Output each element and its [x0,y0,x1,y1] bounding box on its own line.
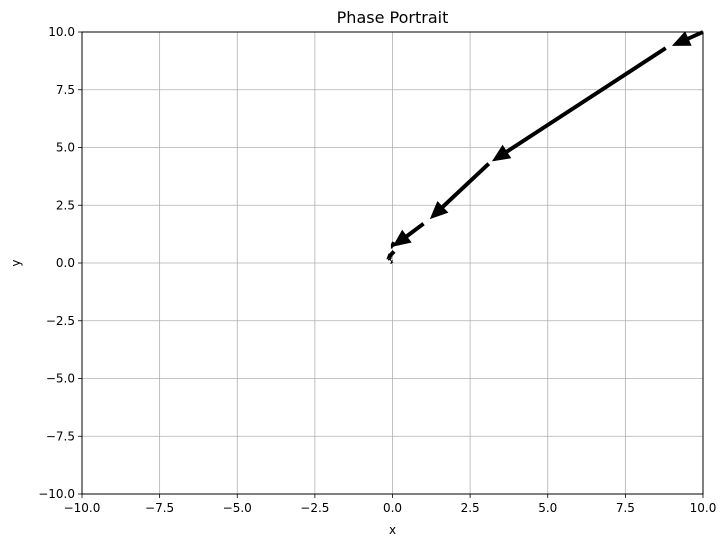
x-tick-label: −2.5 [300,501,329,515]
quiver-arrow [491,46,667,162]
arrows [386,30,704,265]
quiver-arrow [387,257,392,262]
x-tick-label: 0.0 [383,501,402,515]
y-axis-label: y [9,259,23,266]
x-tick-label: 10.0 [690,501,717,515]
y-tick-label: −5.0 [46,372,75,386]
quiver-arrow [386,250,396,260]
quiver-arrow [390,241,396,250]
quiver-arrow [671,30,704,46]
ticks: −10.0 −7.5 −5.0 −2.5 0.0 2.5 5.0 7.5 10.0 −10.0 −7… [38,25,716,515]
x-tick-label: −10.0 [64,501,101,515]
x-axis-label: x [389,523,396,537]
y-tick-label: −7.5 [46,429,75,443]
y-tick-label: 7.5 [56,83,75,97]
x-tick-label: 7.5 [616,501,635,515]
quiver-arrow [392,222,425,247]
chart-title: Phase Portrait [337,8,449,27]
x-tick-label: 5.0 [538,501,557,515]
y-tick-label: −2.5 [46,314,75,328]
x-tick-label: −7.5 [145,501,174,515]
y-tick-label: 0.0 [56,256,75,270]
x-tick-label: 2.5 [461,501,480,515]
y-tick-label: −10.0 [38,487,75,501]
quiver-arrow [429,162,491,220]
y-tick-label: 10.0 [48,25,75,39]
x-tick-label: −5.0 [223,501,252,515]
quiver-arrow [390,260,394,265]
y-tick-label: 2.5 [56,198,75,212]
y-tick-label: 5.0 [56,141,75,155]
